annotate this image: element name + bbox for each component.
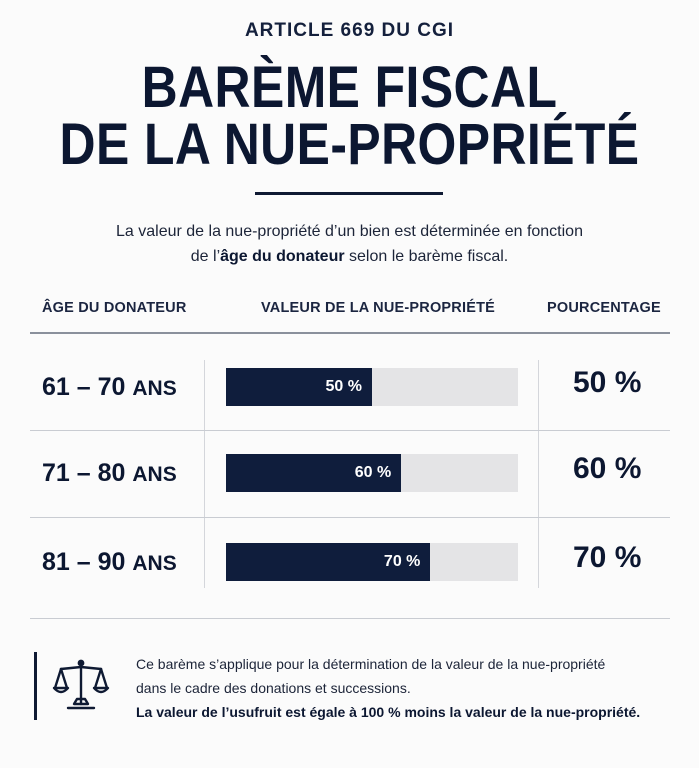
- percentage-value: 50 %: [573, 366, 642, 399]
- table-bottom-divider: [30, 618, 670, 619]
- percentage-value: 70 %: [573, 541, 642, 574]
- value-bar-track: 70 %: [226, 543, 518, 581]
- age-unit: ANS: [132, 552, 177, 575]
- column-header-age: ÂGE DU DONATEUR: [42, 300, 187, 316]
- table-row: 61 – 70 ANS 50 % 50 %: [0, 360, 699, 448]
- row-divider: [30, 517, 670, 518]
- table-row: 71 – 80 ANS 60 % 60 %: [0, 446, 699, 534]
- age-range-value: 81 – 90: [42, 548, 126, 576]
- intro-line-2-after: selon le barème fiscal.: [344, 248, 509, 265]
- header-divider: [30, 332, 670, 334]
- age-range: 81 – 90 ANS: [42, 548, 177, 577]
- note-text: Ce barème s’applique pour la déterminati…: [136, 652, 676, 724]
- title-divider: [255, 192, 443, 195]
- intro-line-2-bold: âge du donateur: [220, 248, 345, 265]
- value-bar-label: 70 %: [383, 553, 421, 570]
- intro-line-2: de l’âge du donateur selon le barème fis…: [40, 244, 659, 269]
- row-divider: [30, 430, 670, 431]
- note-line-2: dans le cadre des donations et successio…: [136, 680, 411, 696]
- age-unit: ANS: [132, 463, 177, 486]
- note-line-1: Ce barème s’applique pour la déterminati…: [136, 656, 606, 672]
- age-range-value: 61 – 70: [42, 373, 126, 401]
- value-bar-label: 50 %: [325, 378, 362, 395]
- value-bar-track: 50 %: [226, 368, 518, 406]
- column-header-percentage: POURCENTAGE: [547, 300, 661, 316]
- scale-icon: [52, 659, 110, 710]
- column-header-value: VALEUR DE LA NUE-PROPRIÉTÉ: [261, 300, 495, 316]
- intro-line-1: La valeur de la nue-propriété d’un bien …: [116, 223, 583, 240]
- age-unit: ANS: [132, 377, 177, 400]
- value-bar-fill: 50 %: [226, 368, 372, 406]
- column-divider-right: [538, 360, 539, 588]
- table-row: 81 – 90 ANS 70 % 70 %: [0, 535, 699, 623]
- value-bar-track: 60 %: [226, 454, 518, 492]
- value-bar-fill: 60 %: [226, 454, 402, 492]
- intro-text: La valeur de la nue-propriété d’un bien …: [40, 219, 659, 269]
- article-kicker: ARTICLE 669 DU CGI: [244, 20, 455, 41]
- note-accent-bar: [34, 652, 37, 720]
- age-range: 61 – 70 ANS: [42, 373, 177, 402]
- intro-line-2-before: de l’: [190, 248, 221, 265]
- value-bar-label: 60 %: [354, 464, 392, 481]
- column-divider-left: [204, 360, 205, 588]
- note-line-3: La valeur de l’usufruit est égale à 100 …: [136, 704, 641, 720]
- value-bar-fill: 70 %: [226, 543, 431, 581]
- percentage-value: 60 %: [573, 452, 642, 485]
- age-range: 71 – 80 ANS: [42, 459, 177, 488]
- age-range-value: 71 – 80: [42, 459, 126, 487]
- page-title-line-1: BARÈME FISCAL: [141, 55, 558, 120]
- page-title-line-2: DE LA NUE-PROPRIÉTÉ: [59, 112, 640, 177]
